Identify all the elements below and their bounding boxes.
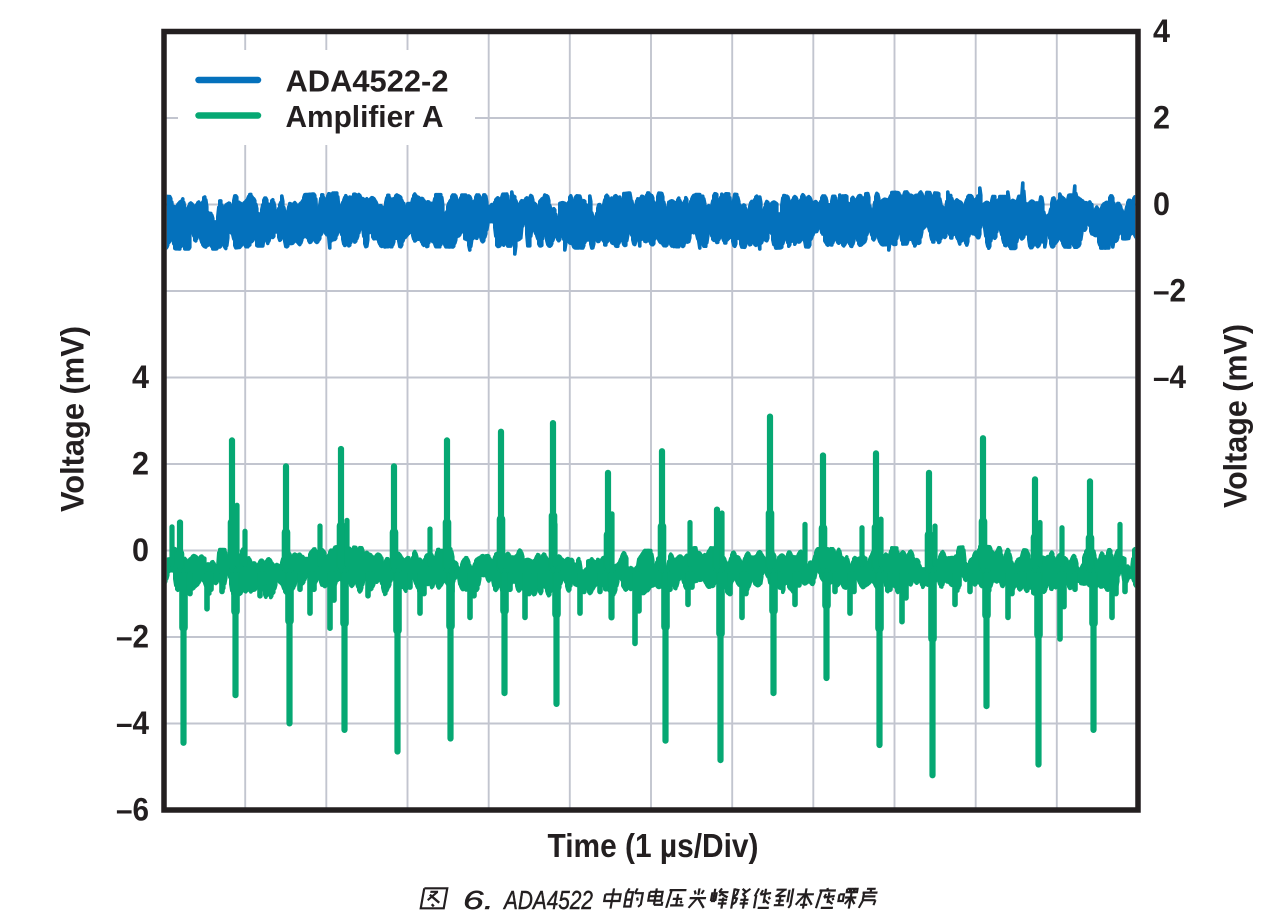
svg-text:–6: –6 xyxy=(116,792,149,828)
svg-text:–2: –2 xyxy=(116,619,149,655)
svg-text:Amplifier A: Amplifier A xyxy=(286,99,444,134)
svg-text:4: 4 xyxy=(1153,13,1170,49)
svg-text:–4: –4 xyxy=(116,705,149,741)
svg-text:–4: –4 xyxy=(1153,359,1186,395)
svg-text:2: 2 xyxy=(132,446,149,482)
svg-text:ADA4522: ADA4522 xyxy=(502,885,593,915)
svg-text:Voltage (mV): Voltage (mV) xyxy=(55,326,91,512)
svg-text:Time (1 µs/Div): Time (1 µs/Div) xyxy=(548,827,759,864)
svg-text:Voltage (mV): Voltage (mV) xyxy=(1218,324,1254,508)
svg-text:–2: –2 xyxy=(1153,273,1186,309)
svg-text:4: 4 xyxy=(132,359,149,395)
svg-text:6.: 6. xyxy=(463,885,494,915)
svg-text:0: 0 xyxy=(132,532,149,568)
svg-text:2: 2 xyxy=(1153,100,1170,136)
svg-text:0: 0 xyxy=(1153,186,1170,222)
svg-text:ADA4522-2: ADA4522-2 xyxy=(286,64,449,99)
